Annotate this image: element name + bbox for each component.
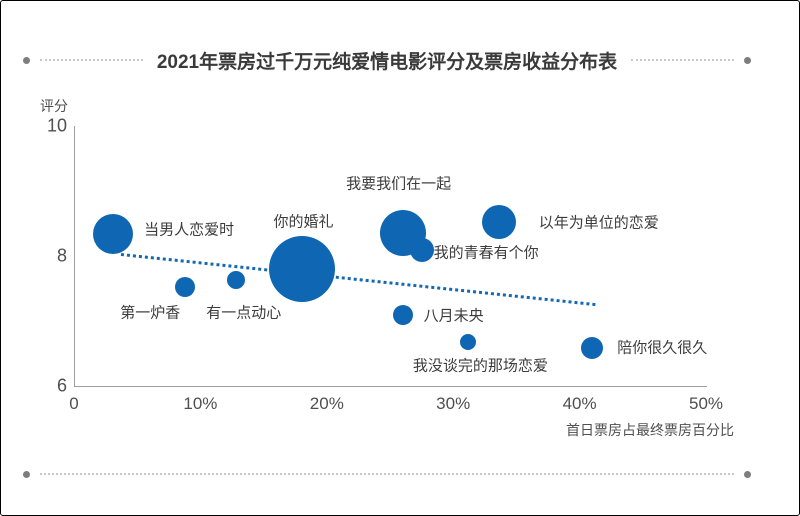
bubble-label: 我没谈完的那场恋爱 — [412, 357, 548, 375]
x-tick-label: 20% — [309, 394, 344, 413]
x-tick-label: 50% — [688, 394, 724, 413]
bubble — [175, 277, 196, 298]
bubble-label: 你的婚礼 — [273, 213, 334, 231]
bubble-label: 八月未央 — [423, 307, 484, 325]
y-tick-label: 6 — [56, 375, 67, 396]
bubble — [409, 237, 434, 262]
bubble — [460, 333, 477, 350]
bubble — [481, 205, 516, 240]
footer-dotted-rule — [40, 473, 734, 475]
bubble — [581, 337, 604, 360]
y-tick-label: 8 — [56, 245, 67, 266]
bubble-label: 我的青春有个你 — [433, 244, 539, 261]
x-tick-label: 30% — [436, 394, 471, 413]
right-end-dot-icon — [744, 470, 751, 478]
bubble — [268, 236, 335, 302]
bubble — [392, 305, 413, 326]
bubble — [226, 271, 245, 290]
x-axis-line — [74, 386, 707, 387]
title-decoration-row: 2021年票房过千万元纯爱情电影评分及票房收益分布表 — [23, 47, 751, 73]
y-axis-title: 评分 — [40, 98, 68, 114]
bubble-label: 陪你很久很久 — [617, 339, 708, 357]
x-tick-label: 10% — [183, 394, 218, 413]
footer-decoration-row — [23, 470, 751, 478]
title-dotted-rule-left — [40, 59, 143, 61]
title-dotted-rule-right — [631, 59, 734, 61]
bubble — [93, 213, 134, 254]
bubble-label: 当男人恋爱时 — [144, 221, 235, 239]
left-end-dot-icon — [23, 56, 30, 64]
left-end-dot-icon — [23, 470, 30, 478]
bubble-label: 我要我们在一起 — [346, 175, 452, 193]
bubble-label: 第一炉香 — [120, 304, 181, 322]
y-axis-line — [74, 126, 75, 386]
x-tick-label: 40% — [562, 394, 597, 413]
x-tick-label: 0 — [69, 394, 79, 413]
x-axis-title: 首日票房占最终票房百分比 — [566, 422, 734, 438]
bubble-label: 以年为单位的恋爱 — [538, 214, 659, 232]
chart-title: 2021年票房过千万元纯爱情电影评分及票房收益分布表 — [156, 51, 618, 73]
right-end-dot-icon — [744, 56, 751, 64]
bubble-label: 有一点动心 — [206, 304, 282, 322]
y-tick-label: 10 — [46, 115, 67, 136]
